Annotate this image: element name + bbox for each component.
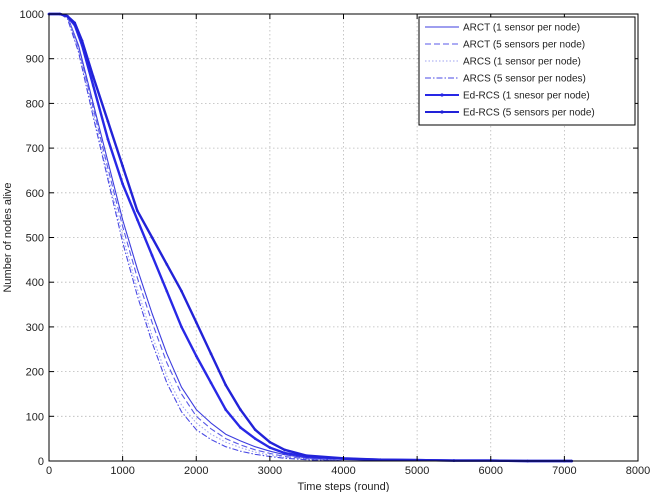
series-line-1	[49, 13, 344, 462]
y-tick-label: 500	[26, 233, 44, 245]
legend-entry: ARCT (5 sensors per node)	[463, 40, 585, 51]
series-point-5	[91, 84, 95, 87]
y-tick-label: 900	[26, 54, 44, 66]
series-point-6	[209, 352, 213, 356]
series-point-5	[180, 325, 183, 329]
y-tick-label: 800	[26, 98, 44, 110]
x-tick-label: 1000	[110, 465, 134, 477]
series-point-5	[106, 137, 110, 141]
y-tick-label: 0	[38, 456, 44, 468]
legend-entry: ARCT (1 sensor per node)	[463, 23, 580, 34]
axis-ticks: 0 1000 2000 3000 4000 5000 6000 7000 8000 0 100 200…	[20, 9, 651, 477]
series-point-5	[283, 451, 286, 455]
series-point-6	[136, 209, 139, 212]
legend-entry: Ed-RCS (5 sensors per node)	[463, 108, 595, 119]
series-point-6	[283, 448, 286, 452]
series-point-6	[165, 263, 169, 266]
legend: ARCT (1 sensor per node) ARCT (5 sensors …	[418, 16, 636, 126]
y-tick-label: 100	[26, 411, 44, 423]
legend-marker	[440, 93, 444, 97]
series-point-6	[379, 458, 382, 461]
x-tick-label: 4000	[331, 465, 355, 477]
series-line-6	[49, 12, 572, 463]
series-point-5	[253, 437, 257, 440]
series-point-6	[80, 39, 84, 43]
series-point-5	[239, 426, 242, 429]
legend-entry: Ed-RCS (1 snesor per node)	[463, 91, 590, 102]
x-tick-label: 5000	[405, 465, 429, 477]
series-point-6	[180, 289, 183, 293]
series-point-6	[150, 236, 154, 239]
series-point-5	[136, 218, 139, 221]
series-point-6	[121, 164, 124, 168]
series-point-6	[305, 454, 308, 457]
x-tick-label: 2000	[184, 465, 208, 477]
series-point-6	[91, 75, 95, 78]
y-tick-label: 700	[26, 143, 44, 155]
legend-box	[418, 16, 636, 126]
series-point-6	[253, 428, 257, 432]
series-point-6	[194, 321, 198, 324]
series-line-3	[49, 13, 344, 462]
series-point-5	[209, 381, 213, 385]
y-tick-label: 600	[26, 188, 44, 200]
x-tick-label: 7000	[552, 465, 576, 477]
y-tick-label: 400	[26, 277, 44, 289]
x-tick-label: 8000	[626, 465, 650, 477]
legend-entry: ARCS (5 sensor per nodes)	[463, 74, 586, 85]
series-point-6	[224, 383, 227, 387]
series-point-5	[224, 408, 227, 411]
series-point-6	[73, 21, 77, 25]
x-tick-label: 0	[46, 465, 52, 477]
series-point-6	[268, 440, 272, 444]
series-point-5	[268, 446, 272, 449]
x-tick-label: 3000	[258, 465, 282, 477]
y-tick-label: 1000	[20, 9, 44, 21]
series-point-5	[165, 289, 169, 293]
y-tick-label: 300	[26, 322, 44, 334]
series-line-2	[49, 13, 344, 462]
series-point-6	[106, 119, 110, 123]
series-point-6	[239, 408, 242, 411]
series-line-4	[49, 13, 344, 462]
x-tick-label: 6000	[479, 465, 503, 477]
series-point-5	[121, 182, 124, 186]
legend-entry: ARCS (1 sensor per node)	[463, 57, 581, 68]
series-point-5	[150, 254, 154, 257]
grid-lines	[49, 14, 638, 461]
series-lines	[47, 12, 574, 463]
series-point-5	[194, 354, 198, 358]
y-axis-label: Number of nodes alive	[2, 182, 14, 292]
y-tick-label: 200	[26, 367, 44, 379]
legend-marker	[440, 110, 444, 114]
series-point-6	[66, 14, 69, 18]
x-axis-label: Time steps (round)	[298, 481, 390, 492]
